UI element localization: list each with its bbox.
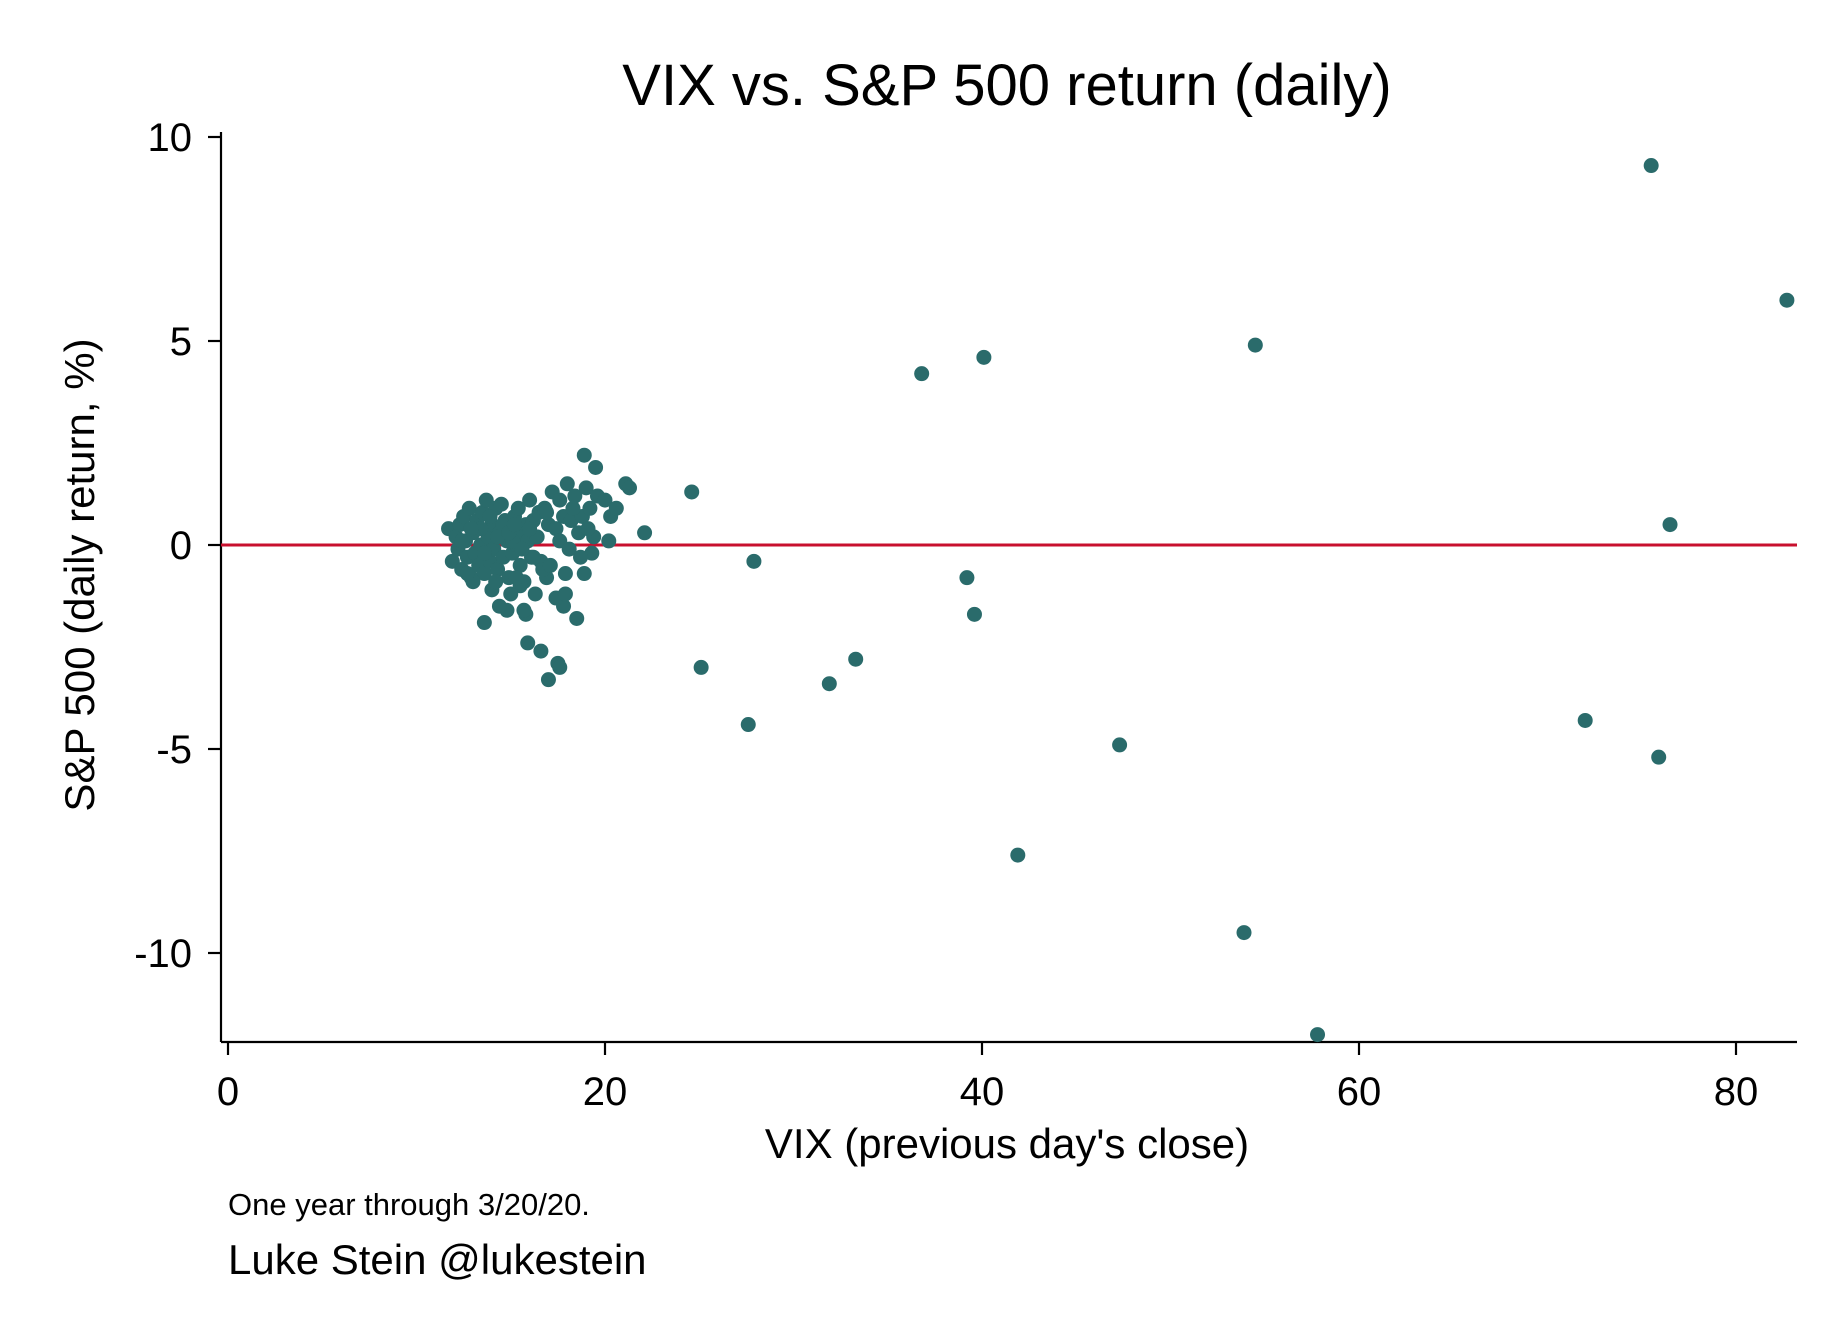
data-point (463, 521, 479, 537)
data-point (1247, 337, 1263, 353)
data-point (557, 566, 573, 582)
y-tick-label: -5 (156, 728, 192, 772)
data-point (1310, 1027, 1326, 1043)
data-point (572, 549, 588, 565)
data-point (476, 566, 492, 582)
data-point (637, 525, 653, 541)
y-tick-label: 10 (148, 116, 193, 160)
footnote: One year through 3/20/20. (228, 1187, 590, 1222)
data-point (563, 513, 579, 529)
data-point (557, 586, 573, 602)
data-point (548, 521, 564, 537)
data-point (914, 366, 930, 382)
data-point (1662, 517, 1678, 533)
data-point (454, 533, 470, 549)
data-point (488, 574, 504, 590)
data-point (565, 500, 581, 516)
data-point (561, 541, 577, 557)
data-point (559, 476, 575, 492)
data-point (1236, 925, 1252, 941)
x-tick-label: 60 (1337, 1070, 1382, 1114)
data-point (597, 492, 613, 508)
data-point (1010, 847, 1026, 863)
data-point (578, 480, 594, 496)
data-point (567, 488, 583, 504)
data-point (1112, 737, 1128, 753)
data-point (476, 545, 492, 561)
chart-title: VIX vs. S&P 500 return (daily) (622, 53, 1391, 118)
data-point (525, 549, 541, 565)
data-point (510, 500, 526, 516)
data-point (976, 349, 992, 365)
data-point (966, 606, 982, 622)
data-point (569, 610, 585, 626)
data-point (514, 541, 530, 557)
y-tick-label: 0 (170, 524, 192, 568)
data-point (490, 561, 506, 577)
data-point (522, 521, 538, 537)
data-point (1779, 292, 1795, 308)
y-axis-title: S&P 500 (daily return, %) (56, 338, 103, 811)
data-point (527, 586, 543, 602)
data-point (1651, 749, 1667, 765)
data-point (507, 517, 523, 533)
x-axis-title: VIX (previous day's close) (765, 1120, 1249, 1167)
data-point (601, 533, 617, 549)
data-point (490, 529, 506, 545)
data-point (576, 447, 592, 463)
data-point (482, 508, 498, 524)
credit: Luke Stein @lukestein (228, 1236, 647, 1283)
data-point (582, 500, 598, 516)
data-point (491, 598, 507, 614)
data-point (684, 484, 700, 500)
data-point (1643, 158, 1659, 174)
x-tick-label: 0 (217, 1070, 239, 1114)
data-point (503, 586, 519, 602)
data-point (693, 659, 709, 675)
data-point (580, 521, 596, 537)
data-point (746, 553, 762, 569)
data-point (848, 651, 864, 667)
x-tick-label: 40 (960, 1070, 1005, 1114)
y-tick-label: 5 (170, 320, 192, 364)
data-point (459, 566, 475, 582)
data-point (512, 557, 528, 573)
data-point (821, 676, 837, 692)
data-point (576, 566, 592, 582)
data-point (588, 459, 604, 475)
data-point (493, 496, 509, 512)
data-points (441, 158, 1795, 1043)
data-point (533, 643, 549, 659)
data-point (542, 557, 558, 573)
x-tick-label: 80 (1714, 1070, 1759, 1114)
data-point (539, 504, 555, 520)
x-ticks: 0 20 40 60 80 (217, 1042, 1758, 1114)
data-point (1577, 712, 1593, 728)
data-point (540, 672, 556, 688)
data-point (522, 492, 538, 508)
data-point (552, 659, 568, 675)
y-ticks: 10 5 0 -5 -10 (134, 116, 221, 976)
y-tick-label: -10 (134, 932, 192, 976)
data-point (740, 717, 756, 733)
data-point (584, 545, 600, 561)
data-point (959, 570, 975, 586)
data-point (516, 602, 532, 618)
data-point (476, 615, 492, 631)
data-point (608, 500, 624, 516)
data-point (552, 492, 568, 508)
data-point (520, 635, 536, 651)
x-tick-label: 20 (583, 1070, 628, 1114)
data-point (461, 500, 477, 516)
data-point (622, 480, 638, 496)
data-point (508, 570, 524, 586)
